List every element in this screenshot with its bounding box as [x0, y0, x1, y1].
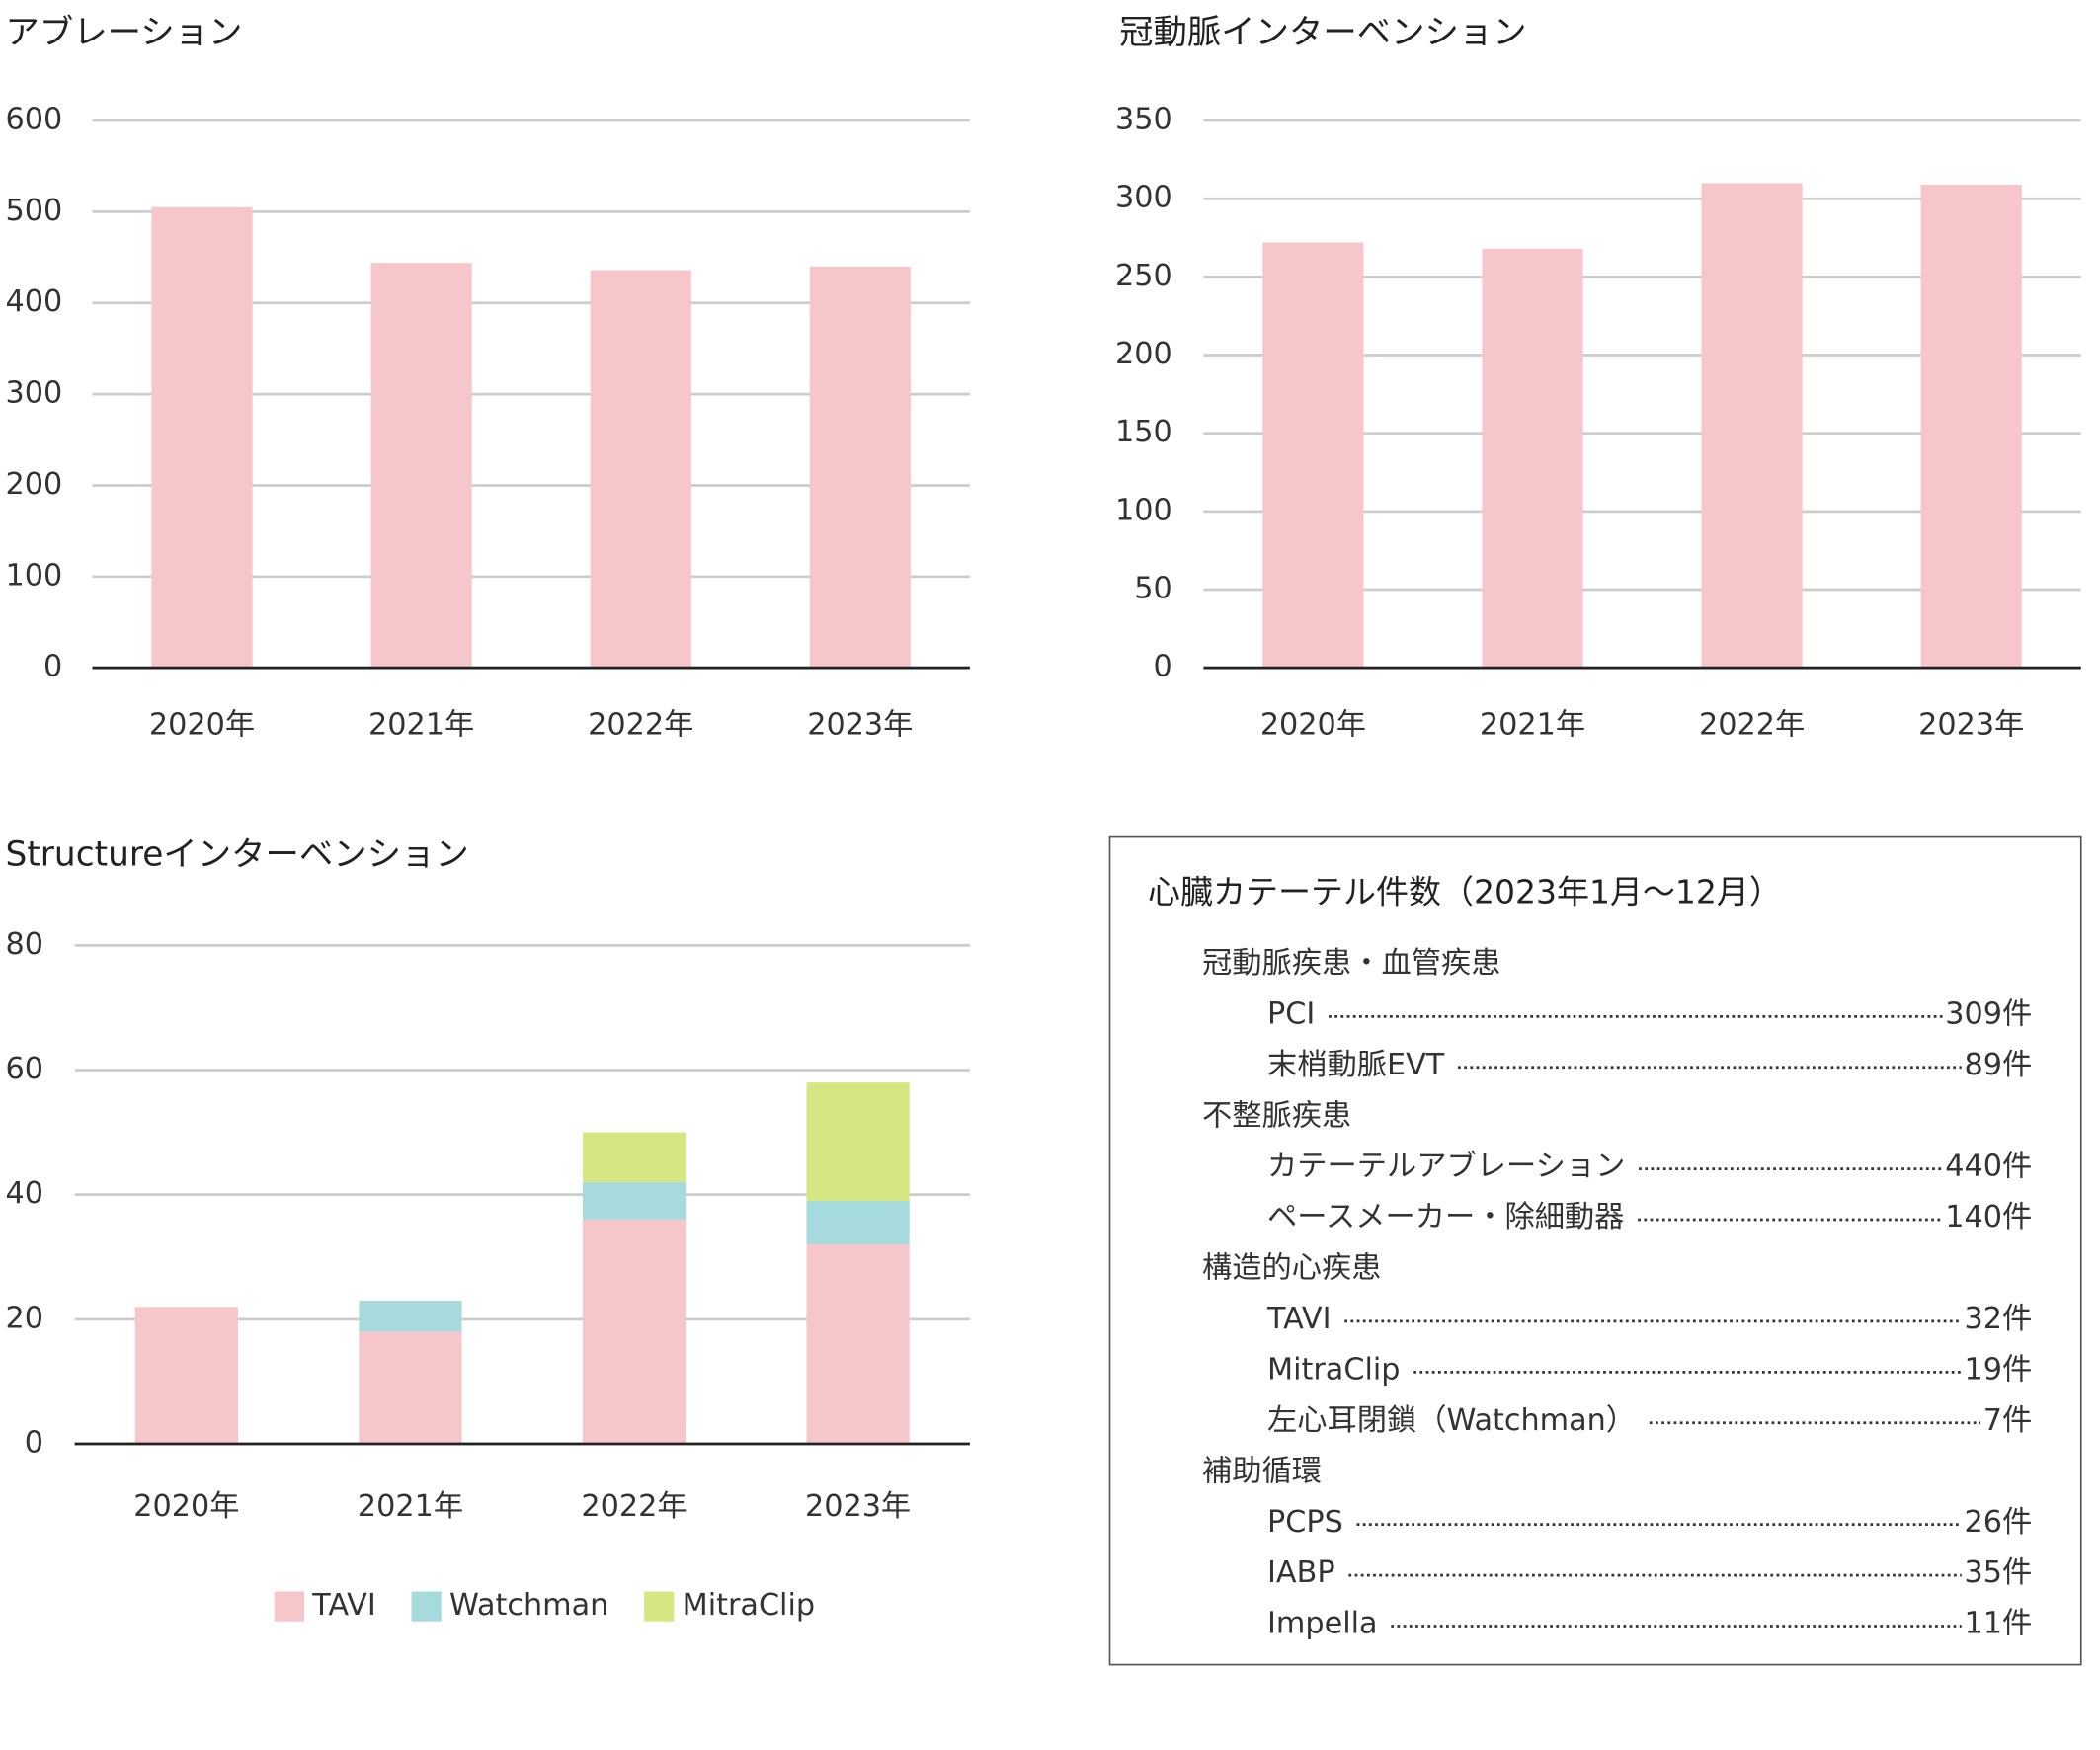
x-tick-label: 2021年: [358, 1489, 463, 1524]
y-tick-label: 100: [1115, 493, 1172, 527]
item-name: 左心耳閉鎖（Watchman）: [1267, 1403, 1636, 1438]
y-tick-label: 500: [6, 194, 63, 228]
legend-swatch: [274, 1591, 305, 1622]
item-name: TAVI: [1266, 1302, 1331, 1336]
y-tick-label: 60: [6, 1052, 43, 1086]
bar-segment: [582, 1132, 687, 1183]
item-value: 7件: [1983, 1403, 2032, 1438]
bar-segment: [806, 1200, 910, 1245]
legend-label: MitraClip: [683, 1588, 815, 1623]
legend-swatch: [411, 1591, 442, 1622]
legend-label: Watchman: [449, 1588, 608, 1623]
bar: [809, 266, 911, 669]
bar: [151, 206, 253, 669]
item-value: 32件: [1965, 1302, 2033, 1336]
x-tick-label: 2021年: [1480, 708, 1585, 743]
y-tick-label: 20: [6, 1301, 43, 1335]
section-heading: 不整脈疾患: [1202, 1098, 1351, 1133]
x-tick-label: 2023年: [807, 708, 913, 743]
summary-title: 心臓カテーテル件数（2023年1月〜12月）: [1148, 873, 1782, 912]
y-tick-label: 200: [6, 467, 63, 502]
item-value: 35件: [1965, 1555, 2033, 1590]
item-value: 440件: [1945, 1150, 2032, 1184]
bar: [1920, 184, 2022, 669]
bar-segment: [359, 1331, 462, 1445]
bar: [370, 263, 472, 669]
y-tick-label: 250: [1115, 259, 1172, 293]
chart-title: 冠動脈インターベンション: [1119, 13, 1526, 52]
bar-segment: [134, 1307, 239, 1445]
item-name: Impella: [1267, 1607, 1378, 1641]
bar-segment: [582, 1182, 687, 1220]
section-heading: 構造的心疾患: [1202, 1251, 1381, 1286]
item-value: 89件: [1965, 1048, 2033, 1082]
bar-segment: [806, 1082, 910, 1201]
bar: [1262, 242, 1364, 669]
summary-box: [1108, 835, 2082, 1666]
y-tick-label: 600: [6, 103, 63, 137]
x-tick-label: 2021年: [368, 708, 474, 743]
bar-segment: [359, 1300, 462, 1332]
y-tick-label: 80: [6, 927, 43, 962]
x-tick-label: 2022年: [581, 1489, 687, 1524]
legend-label: TAVI: [311, 1588, 375, 1623]
item-value: 19件: [1965, 1352, 2033, 1387]
x-tick-label: 2023年: [1918, 708, 2024, 743]
y-tick-label: 150: [1115, 415, 1172, 449]
item-name: MitraClip: [1267, 1352, 1400, 1387]
bar-segment: [806, 1244, 910, 1445]
item-value: 11件: [1965, 1607, 2033, 1641]
y-tick-label: 0: [1154, 650, 1172, 684]
y-tick-label: 50: [1134, 572, 1171, 606]
bar: [590, 270, 691, 669]
x-tick-label: 2022年: [1699, 708, 1805, 743]
item-name: IABP: [1267, 1555, 1335, 1590]
item-name: PCPS: [1267, 1505, 1343, 1540]
x-tick-label: 2023年: [805, 1489, 911, 1524]
item-name: カテーテルアブレーション: [1267, 1150, 1625, 1184]
item-value: 140件: [1945, 1200, 2032, 1234]
x-tick-label: 2020年: [1260, 708, 1366, 743]
bar: [1701, 183, 1803, 669]
legend-swatch: [644, 1591, 675, 1622]
y-tick-label: 400: [6, 284, 63, 319]
item-name: PCI: [1267, 996, 1315, 1031]
item-name: ペースメーカー・除細動器: [1267, 1200, 1624, 1234]
y-tick-label: 0: [25, 1426, 43, 1461]
y-tick-label: 0: [43, 650, 62, 684]
y-tick-label: 300: [6, 376, 63, 411]
section-heading: 冠動脈疾患・血管疾患: [1202, 946, 1500, 981]
x-tick-label: 2022年: [588, 708, 693, 743]
y-tick-label: 200: [1115, 337, 1172, 371]
section-heading: 補助循環: [1202, 1454, 1322, 1488]
y-tick-label: 350: [1115, 103, 1172, 137]
item-value: 26件: [1965, 1505, 2033, 1540]
x-tick-label: 2020年: [149, 708, 255, 743]
y-tick-label: 300: [1115, 181, 1172, 215]
bar-segment: [582, 1219, 687, 1445]
chart-title: Structureインターベンション: [6, 835, 469, 874]
y-tick-label: 100: [6, 558, 63, 593]
bar: [1482, 248, 1583, 669]
chart-title: アブレーション: [6, 13, 243, 52]
item-name: 末梢動脈EVT: [1267, 1048, 1445, 1082]
item-value: 309件: [1945, 996, 2032, 1031]
y-tick-label: 40: [6, 1176, 43, 1211]
x-tick-label: 2020年: [133, 1489, 239, 1524]
